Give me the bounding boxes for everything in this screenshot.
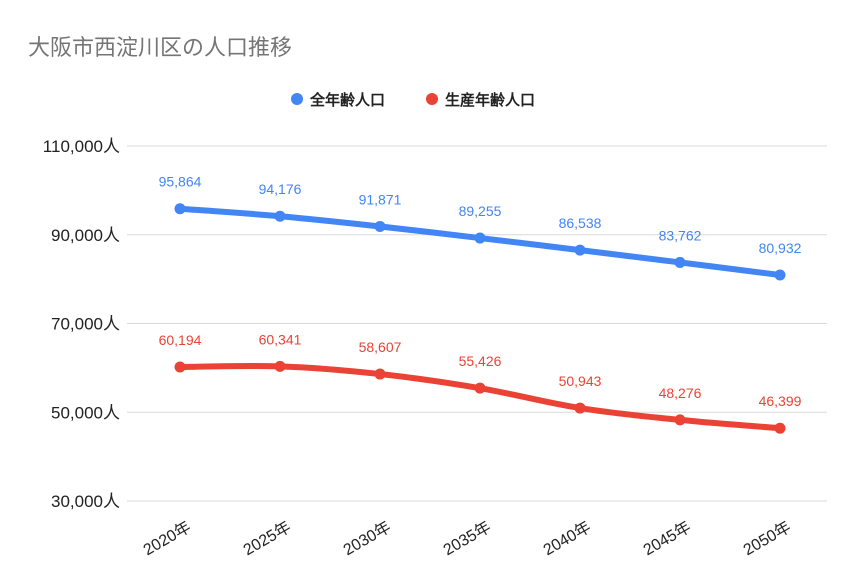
legend-label-1: 生産年齢人口	[445, 91, 535, 109]
legend-label-0: 全年齢人口	[309, 91, 385, 109]
y-tick-label-4: 30,000人	[51, 492, 120, 511]
data-point-1-5	[674, 414, 686, 426]
data-point-0-2	[374, 220, 386, 232]
y-axis-ticks: 110,000人 90,000人 70,000人 50,000人 30,000人	[43, 137, 120, 511]
legend-marker-1	[426, 93, 438, 105]
data-labels: 95,864 94,176 91,871 89,255 86,538 83,762 80,9…	[159, 174, 802, 410]
data-label-0-2: 91,871	[359, 191, 402, 207]
data-label-1-4: 50,943	[559, 373, 602, 389]
x-axis-ticks: 2020年 2025年 2030年 2035年 2040年 2045年 2050年	[140, 518, 794, 559]
data-label-0-5: 83,762	[659, 227, 702, 243]
data-label-0-3: 89,255	[459, 203, 502, 219]
data-point-1-2	[374, 368, 386, 380]
y-tick-label-1: 90,000人	[51, 226, 120, 245]
data-label-1-3: 55,426	[459, 353, 502, 369]
x-tick-label-1: 2025年	[240, 518, 294, 559]
data-point-0-5	[674, 256, 686, 268]
gridlines	[127, 145, 827, 502]
data-point-1-0	[174, 361, 186, 373]
data-label-1-2: 58,607	[359, 339, 402, 355]
data-point-0-1	[274, 210, 286, 222]
x-tick-label-5: 2045年	[640, 518, 694, 559]
data-label-0-0: 95,864	[159, 174, 202, 190]
legend-marker-0	[291, 93, 303, 105]
data-label-0-6: 80,932	[759, 240, 802, 256]
data-label-1-0: 60,194	[159, 332, 202, 348]
data-label-1-1: 60,341	[259, 331, 302, 347]
data-point-1-6	[774, 422, 786, 434]
y-tick-label-3: 50,000人	[51, 403, 120, 422]
x-tick-label-6: 2050年	[740, 518, 794, 559]
x-tick-label-3: 2035年	[440, 518, 494, 559]
y-tick-label-2: 70,000人	[51, 315, 120, 334]
data-label-1-6: 46,399	[759, 393, 802, 409]
legend: 全年齢人口 生産年齢人口	[291, 91, 535, 109]
x-tick-label-2: 2030年	[340, 518, 394, 559]
chart-title: 大阪市西淀川区の人口推移	[28, 36, 292, 61]
x-tick-label-4: 2040年	[540, 518, 594, 559]
data-point-1-1	[274, 360, 286, 372]
data-point-1-3	[474, 382, 486, 394]
x-tick-label-0: 2020年	[140, 518, 194, 559]
data-point-0-3	[474, 232, 486, 244]
data-label-0-1: 94,176	[259, 181, 302, 197]
series-lines	[174, 203, 786, 434]
data-label-1-5: 48,276	[659, 385, 702, 401]
y-tick-label-0: 110,000人	[43, 137, 120, 156]
data-point-0-4	[574, 244, 586, 256]
data-label-0-4: 86,538	[559, 215, 602, 231]
data-point-0-6	[774, 269, 786, 281]
data-point-0-0	[174, 203, 186, 215]
data-point-1-4	[574, 402, 586, 414]
